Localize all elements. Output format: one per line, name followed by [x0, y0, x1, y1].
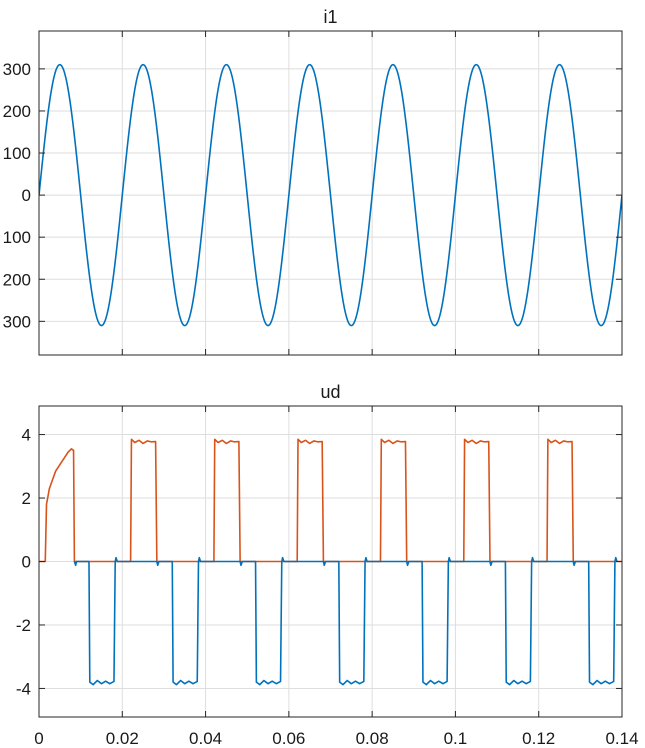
- y-tick-label: -4: [16, 679, 31, 698]
- x-tick-label: 0.12: [522, 729, 555, 748]
- x-tick-label: 0.08: [356, 729, 389, 748]
- x-tick-label: 0.1: [444, 729, 468, 748]
- chart-title: ud: [320, 382, 340, 402]
- y-tick-label: 200: [3, 270, 31, 289]
- y-tick-label: 200: [3, 102, 31, 121]
- chart-title: i1: [323, 7, 337, 27]
- y-tick-label: 300: [3, 312, 31, 331]
- y-tick-label: 300: [3, 60, 31, 79]
- series-group: [39, 438, 622, 686]
- x-tick-label: 0.02: [106, 729, 139, 748]
- x-tick-label: 0.14: [605, 729, 638, 748]
- x-tick-label: 0.04: [189, 729, 222, 748]
- axes-box: [38, 30, 623, 356]
- y-tick-label: 4: [22, 426, 31, 445]
- y-tick-label: 100: [3, 144, 31, 163]
- x-tick-label: 0: [34, 729, 43, 748]
- chart-1: 4 2 0 -2 -4 0 0.02 0.04 0.06 0.08 0.1 0.12 0.14 ud: [16, 382, 639, 748]
- y-tick-label: -2: [16, 616, 31, 635]
- series-line-1: [73, 556, 618, 686]
- y-tick-label: 0: [22, 186, 31, 205]
- chart-0: 300 200 100 0 100 200 300 i1: [3, 7, 623, 356]
- series-line-0: [39, 63, 622, 327]
- x-tick-label: 0.06: [272, 729, 305, 748]
- series-group: [39, 63, 622, 327]
- y-tick-label: 100: [3, 228, 31, 247]
- y-tick-label: 0: [22, 553, 31, 572]
- series-line-0: [39, 438, 622, 563]
- y-tick-label: 2: [22, 489, 31, 508]
